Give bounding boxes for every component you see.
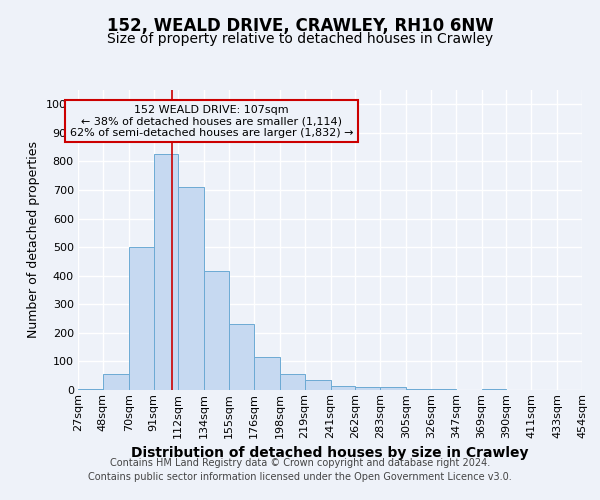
Bar (103, 374, 129, 390)
Bar (431, 388, 456, 390)
Bar (178, 187, 204, 390)
Bar (355, 387, 380, 390)
Text: 152, WEALD DRIVE, CRAWLEY, RH10 6NW: 152, WEALD DRIVE, CRAWLEY, RH10 6NW (107, 18, 493, 36)
Bar (280, 374, 305, 390)
Y-axis label: Number of detached properties: Number of detached properties (27, 142, 40, 338)
Bar (78, 388, 103, 390)
X-axis label: Distribution of detached houses by size in Crawley: Distribution of detached houses by size … (131, 446, 529, 460)
Text: Contains public sector information licensed under the Open Government Licence v3: Contains public sector information licen… (88, 472, 512, 482)
Text: Contains HM Land Registry data © Crown copyright and database right 2024.: Contains HM Land Registry data © Crown c… (110, 458, 490, 468)
Bar (204, 272, 229, 390)
Text: 152 WEALD DRIVE: 107sqm
← 38% of detached houses are smaller (1,114)
62% of semi: 152 WEALD DRIVE: 107sqm ← 38% of detache… (70, 105, 353, 138)
Text: Size of property relative to detached houses in Crawley: Size of property relative to detached ho… (107, 32, 493, 46)
Bar (331, 386, 355, 390)
Bar (380, 387, 406, 390)
Bar (254, 357, 280, 390)
Bar (154, 154, 178, 390)
Bar (305, 380, 331, 390)
Bar (229, 324, 254, 390)
Bar (129, 247, 154, 390)
Bar (406, 388, 431, 390)
Bar (482, 388, 506, 390)
